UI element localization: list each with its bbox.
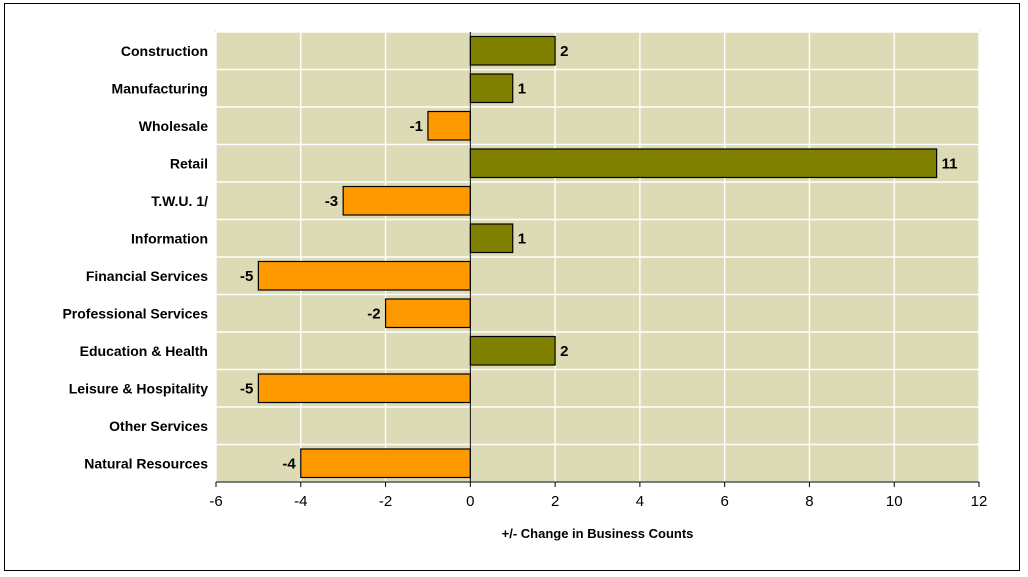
category-label: Wholesale [139,118,208,134]
category-label: Natural Resources [84,455,208,471]
data-label: 1 [518,230,526,247]
x-tick-label: 4 [636,493,644,510]
category-label: Retail [170,155,208,171]
data-label: -4 [282,455,296,472]
bar [300,448,471,479]
x-tick-label: 2 [551,493,559,510]
x-tick-label: 6 [720,493,728,510]
data-label: 2 [560,343,568,360]
bar [257,260,471,291]
x-tick-label: 10 [886,493,903,510]
bar [469,335,556,366]
bar [384,298,471,329]
data-label: -2 [367,305,380,322]
bar [469,223,514,254]
category-labels: Construction Manufacturing Wholesale Retail… [62,43,208,472]
x-tick-label: -2 [379,493,392,510]
x-tick-label: -6 [209,493,222,510]
category-label: Information [131,230,208,246]
data-label: -1 [410,118,423,135]
data-labels: 2 1 -1 11 -3 1 -5 -2 2 -5 -4 [240,43,957,473]
x-tick-label: 0 [466,493,474,510]
bar [469,73,514,104]
bar [469,148,938,179]
category-label: Other Services [109,418,208,434]
category-label: Manufacturing [112,80,208,96]
x-tick-label: -4 [294,493,307,510]
bar [469,35,556,66]
category-label: Professional Services [62,305,208,321]
category-label: Leisure & Hospitality [69,380,208,396]
data-label: -3 [325,193,338,210]
bars [257,35,938,479]
category-label: Education & Health [80,343,208,359]
data-label: 11 [942,155,958,172]
bar [257,373,471,404]
data-label: 1 [518,80,526,97]
x-axis-title: +/- Change in Business Counts [502,526,694,541]
x-tick-label: 8 [805,493,813,510]
bar [342,185,471,216]
data-label: 2 [560,43,568,60]
data-label: -5 [240,380,253,397]
category-label: T.W.U. 1/ [151,193,208,209]
x-axis-ticks: -6 -4 -2 0 2 4 6 8 10 12 [209,481,988,510]
data-label: -5 [240,268,253,285]
bar [427,110,471,141]
category-label: Financial Services [86,268,208,284]
category-label: Construction [121,43,208,59]
x-tick-label: 12 [971,493,988,510]
